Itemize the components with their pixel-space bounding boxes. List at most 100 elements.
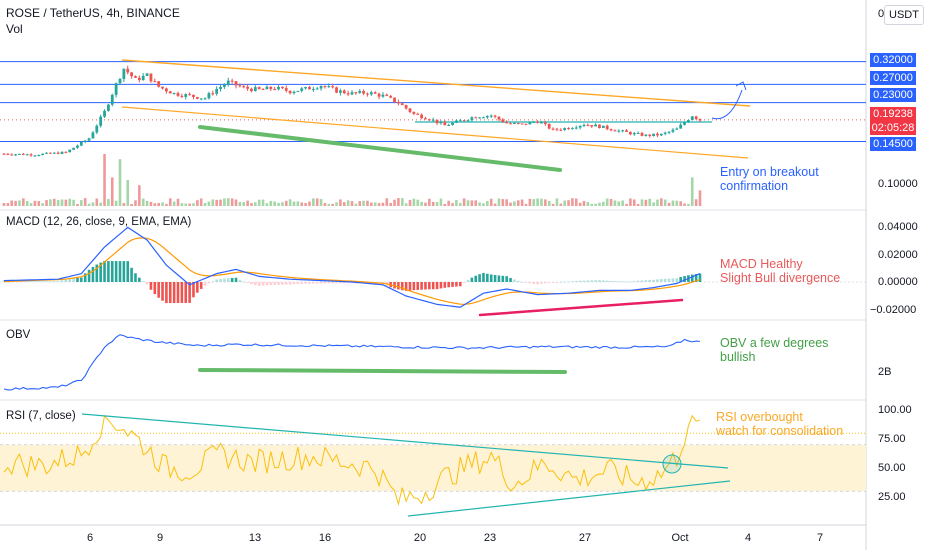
macd-histogram-bar <box>501 275 505 282</box>
rsi-band <box>0 444 866 492</box>
volume-bar <box>416 199 420 206</box>
macd-histogram-bar <box>594 280 597 282</box>
candle-body <box>168 91 172 94</box>
volume-bar <box>520 199 524 206</box>
candle-body <box>571 128 574 130</box>
candle-body <box>311 88 315 90</box>
candle-body <box>536 121 539 123</box>
channel-upper-line <box>121 59 751 107</box>
macd-histogram-bar <box>219 279 222 282</box>
volume-bar <box>683 203 686 206</box>
candle-body <box>528 121 532 125</box>
macd-histogram-bar <box>180 282 184 303</box>
macd-histogram-bar <box>470 277 474 282</box>
macd-histogram-bar <box>667 278 671 282</box>
macd-histogram-bar <box>516 280 520 282</box>
candle-body <box>219 86 222 89</box>
volume-bar <box>319 199 323 206</box>
candle-body <box>648 134 652 137</box>
candle-body <box>327 86 331 88</box>
candle-body <box>659 133 663 136</box>
volume-bar <box>346 200 350 206</box>
macd-histogram-bar <box>223 278 226 282</box>
x-tick-label: 7 <box>817 532 823 544</box>
macd-histogram-bar <box>520 281 524 283</box>
volume-bar <box>687 203 690 206</box>
candle-body <box>625 130 628 132</box>
volume-bar <box>381 202 385 206</box>
macd-histogram-bar <box>625 281 628 283</box>
macd-histogram-bar <box>346 282 350 284</box>
candle-body <box>91 132 95 139</box>
volume-bar <box>644 199 648 206</box>
candle-body <box>609 129 613 131</box>
candle-body <box>288 90 292 94</box>
candle-body <box>234 81 238 86</box>
candle-body <box>215 88 219 94</box>
macd-histogram-bar <box>567 281 570 283</box>
macd-histogram-bar <box>273 282 276 285</box>
macd-histogram-bar <box>544 282 547 284</box>
currency-button[interactable]: USDT <box>884 5 924 25</box>
macd-annotation-line1: MACD Healthy <box>720 257 803 271</box>
candle-body <box>335 87 338 93</box>
macd-histogram-bar <box>660 279 663 282</box>
candle-body <box>555 128 559 130</box>
volume-bar <box>91 202 95 206</box>
macd-histogram-bar <box>103 260 106 282</box>
candle-body <box>551 128 555 130</box>
symbol-title: ROSE / TetherUS, 4h, BINANCE <box>6 6 180 20</box>
candle-body <box>582 124 586 126</box>
macd-histogram-bar <box>540 282 543 284</box>
candle-body <box>145 73 149 76</box>
macd-histogram-bar <box>172 282 176 304</box>
candle-body <box>466 120 470 122</box>
entry-annotation-line1: Entry on breakout <box>720 165 819 179</box>
volume-bar <box>536 198 539 206</box>
volume-bar <box>68 198 72 206</box>
price-tag-0-23: 0.23000 <box>870 88 916 102</box>
candle-body <box>501 119 505 123</box>
volume-bar <box>532 199 536 206</box>
volume-bar <box>656 199 659 206</box>
candle-body <box>629 131 632 135</box>
volume-bar <box>667 202 671 206</box>
candle-body <box>137 77 141 81</box>
volume-bar <box>540 198 543 206</box>
volume-bar <box>138 185 141 206</box>
candle-body <box>412 111 416 114</box>
macd-histogram-bar <box>68 278 72 282</box>
macd-histogram-bar <box>412 282 416 291</box>
volume-bar <box>694 199 698 206</box>
macd-histogram-bar <box>114 261 118 282</box>
candle-body <box>25 154 29 156</box>
macd-histogram-bar <box>37 281 41 282</box>
candle-body <box>559 129 563 131</box>
candle-body <box>532 121 536 123</box>
obv-line <box>3 334 701 391</box>
volume-bar <box>400 198 404 206</box>
candle-body <box>83 140 87 142</box>
volume-bar <box>431 201 435 206</box>
volume-bar <box>563 200 566 206</box>
volume-bar <box>636 203 640 206</box>
volume-axis-label: 0.10000 <box>878 178 918 190</box>
volume-bar <box>168 198 172 206</box>
volume-bar <box>621 200 624 206</box>
candle-body <box>207 93 211 99</box>
macd-histogram-bar <box>327 282 331 284</box>
candle-body <box>76 145 79 148</box>
volume-bar <box>308 201 311 206</box>
candle-body <box>586 124 590 126</box>
x-axis-ticks: 6 9 13 16 20 23 27 Oct 4 7 <box>0 524 866 544</box>
volume-bar <box>358 201 362 206</box>
volume-bar <box>482 203 485 206</box>
volume-bar <box>188 203 191 206</box>
volume-bar <box>107 198 110 206</box>
rsi-label: RSI (7, close) <box>6 410 76 422</box>
volume-label: Vol <box>6 22 23 36</box>
volume-bar <box>118 159 122 206</box>
volume-bar <box>6 203 10 206</box>
candle-body <box>134 76 137 78</box>
